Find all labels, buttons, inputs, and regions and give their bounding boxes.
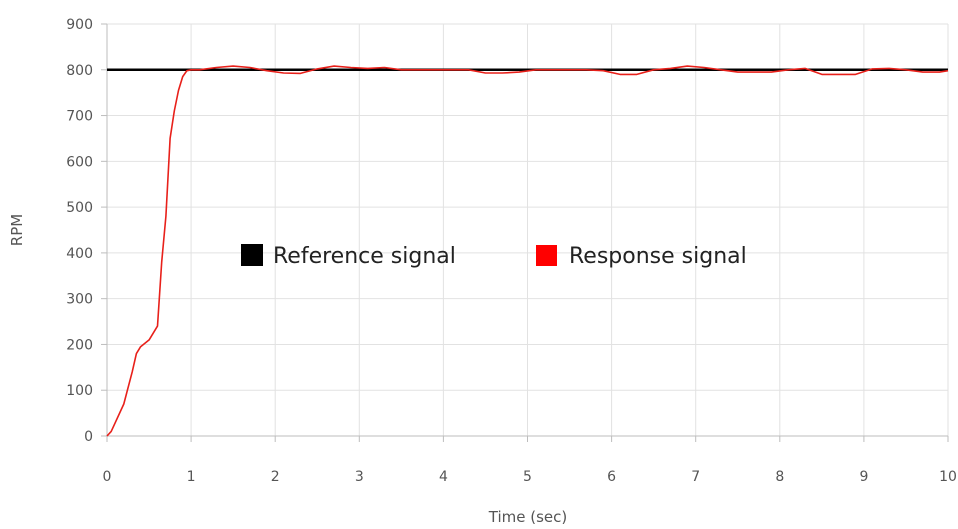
x-tick-label: 1 (187, 469, 196, 485)
y-tick-label: 0 (84, 429, 93, 445)
x-tick-label: 5 (523, 469, 532, 485)
y-tick-label: 200 (66, 337, 93, 353)
y-tick-label: 700 (66, 109, 93, 125)
y-tick-label: 400 (66, 246, 93, 262)
legend-swatch-reference (241, 244, 263, 266)
legend-label-reference: Reference signal (273, 244, 456, 269)
x-tick-label: 3 (355, 469, 364, 485)
y-tick-label: 600 (66, 154, 93, 170)
legend-swatch-response (536, 245, 557, 266)
x-tick-label: 2 (271, 469, 280, 485)
y-axis-title: RPM (8, 214, 26, 246)
series-lines (106, 65, 949, 437)
legend-label-response: Response signal (569, 244, 747, 269)
y-tick-label: 300 (66, 292, 93, 308)
y-tick-label: 500 (66, 200, 93, 216)
x-tick-label: 7 (691, 469, 700, 485)
x-tick-label: 0 (103, 469, 112, 485)
response-signal-line (106, 65, 949, 437)
x-tick-label: 8 (775, 469, 784, 485)
y-tick-label: 900 (66, 17, 93, 33)
x-tick-label: 9 (859, 469, 868, 485)
x-axis-title: Time (sec) (488, 508, 567, 526)
legend: Reference signal Response signal (241, 244, 747, 269)
x-tick-label: 4 (439, 469, 448, 485)
x-tick-labels: 0 1 2 3 4 5 6 7 8 9 10 (103, 469, 957, 485)
y-tick-labels: 0 100 200 300 400 500 600 700 800 900 (66, 17, 93, 445)
axes (101, 23, 949, 442)
y-tick-label: 100 (66, 383, 93, 399)
x-tick-label: 10 (939, 469, 957, 485)
grid-lines (107, 23, 949, 436)
y-tick-label: 800 (66, 63, 93, 79)
x-tick-label: 6 (607, 469, 616, 485)
